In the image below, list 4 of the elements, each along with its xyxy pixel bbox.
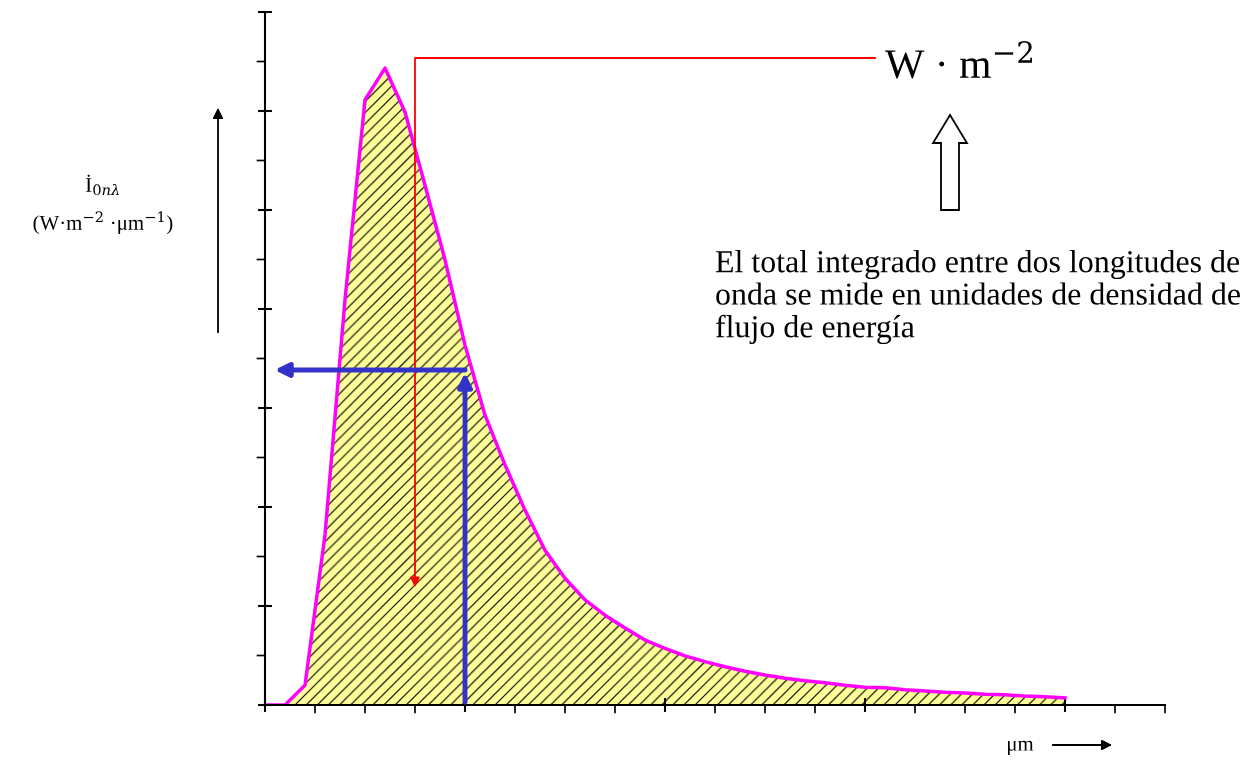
x-axis-title: μm [1008,740,1034,756]
text: İ$_{0nλ}$ (W·m$^{−2}$ ·μm$^{−1}$) [33,174,173,235]
annotation: W · m$^{−2}$ [885,41,1032,79]
annotation: El total integrado entre dos longitudes de onda se mide en unidades de densidad de flujo de energía [715,250,1240,345]
